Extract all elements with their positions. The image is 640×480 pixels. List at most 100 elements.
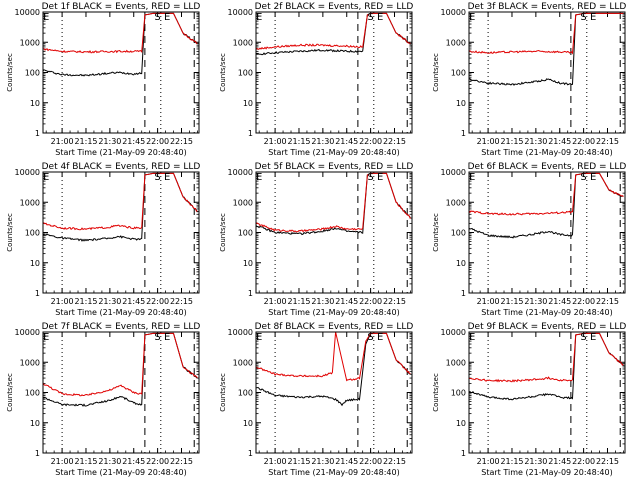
y-tick-label: 1000 — [446, 38, 466, 47]
x-tick-label: 21:45 — [335, 457, 358, 466]
x-tick-label: 21:30 — [524, 297, 547, 306]
y-tick-label: 1 — [35, 129, 40, 138]
y-tick-label: 1000 — [233, 358, 253, 367]
x-tick-label: 21:30 — [311, 137, 334, 146]
y-tick-label: 10000 — [228, 328, 253, 337]
x-axis-label: Start Time (21-May-09 20:48:40) — [55, 468, 186, 477]
y-tick-label: 1000 — [20, 198, 40, 207]
x-tick-label: 21:15 — [74, 297, 97, 306]
x-tick-label: 22:15 — [170, 297, 193, 306]
event-marker-label: S — [367, 12, 373, 23]
chart-panel-4: Det 4f BLACK = Events, RED = LLD Counts/s… — [6, 162, 200, 317]
event-marker-label: E — [469, 12, 475, 23]
y-tick-label: 100 — [451, 229, 466, 238]
y-tick-label: 1 — [35, 449, 40, 458]
x-tick-label: 22:00 — [359, 297, 382, 306]
chart-title: Det 2f BLACK = Events, RED = LLD — [255, 2, 414, 12]
x-tick-label: 21:00 — [51, 457, 74, 466]
event-marker-label: E — [377, 332, 383, 343]
y-tick-label: 1000 — [20, 358, 40, 367]
x-axis-label: Start Time (21-May-09 20:48:40) — [268, 468, 399, 477]
plot-frame — [468, 11, 626, 134]
x-tick-label: 21:45 — [335, 297, 358, 306]
x-tick-label: 21:30 — [98, 457, 121, 466]
x-tick-label: 21:00 — [51, 137, 74, 146]
y-axis-label: Counts/sec — [219, 53, 227, 92]
chart-panel-2: Det 2f BLACK = Events, RED = LLD Counts/s… — [219, 2, 413, 157]
y-tick-label: 100 — [25, 229, 40, 238]
chart-panel-1: Det 1f BLACK = Events, RED = LLD Counts/s… — [6, 2, 200, 157]
event-marker-label: S — [580, 332, 586, 343]
chart-panel-6: Det 6f BLACK = Events, RED = LLD Counts/s… — [432, 162, 626, 317]
series-line-lld — [42, 172, 198, 231]
x-tick-label: 21:00 — [51, 297, 74, 306]
x-tick-label: 21:30 — [311, 297, 334, 306]
series-line-events — [255, 172, 411, 236]
x-tick-label: 22:15 — [596, 457, 619, 466]
y-tick-label: 1 — [461, 449, 466, 458]
y-tick-label: 10 — [456, 419, 466, 428]
series-line-lld — [42, 332, 198, 397]
x-tick-label: 22:00 — [572, 137, 595, 146]
event-marker-label: S — [154, 332, 160, 343]
x-tick-label: 22:15 — [170, 137, 193, 146]
plot-frame — [255, 331, 413, 454]
x-tick-label: 21:30 — [524, 457, 547, 466]
event-marker-label: E — [164, 332, 170, 343]
x-tick-label: 21:00 — [264, 137, 287, 146]
x-axis-label: Start Time (21-May-09 20:48:40) — [268, 308, 399, 317]
event-marker-label: E — [590, 332, 596, 343]
y-tick-label: 10000 — [441, 8, 466, 17]
y-tick-label: 100 — [451, 389, 466, 398]
x-tick-label: 21:45 — [335, 137, 358, 146]
y-axis-label: Counts/sec — [432, 53, 440, 92]
series-line-events — [468, 172, 624, 239]
x-tick-label: 21:15 — [500, 457, 523, 466]
y-tick-label: 10000 — [441, 328, 466, 337]
x-tick-label: 22:00 — [359, 137, 382, 146]
y-tick-label: 1000 — [20, 38, 40, 47]
event-marker-label: E — [469, 332, 475, 343]
series-line-events — [42, 172, 198, 242]
plot-frame — [468, 171, 626, 294]
chart-panel-9: Det 9f BLACK = Events, RED = LLD Counts/s… — [432, 322, 626, 477]
y-tick-label: 1000 — [233, 198, 253, 207]
x-tick-label: 22:15 — [383, 297, 406, 306]
x-axis-label: Start Time (21-May-09 20:48:40) — [55, 308, 186, 317]
x-axis-label: Start Time (21-May-09 20:48:40) — [481, 148, 612, 157]
x-tick-label: 22:15 — [383, 457, 406, 466]
plot-frame — [468, 331, 626, 454]
x-tick-label: 22:15 — [170, 457, 193, 466]
chart-title: Det 4f BLACK = Events, RED = LLD — [42, 162, 201, 172]
y-tick-label: 100 — [238, 69, 253, 78]
y-tick-label: 1 — [248, 129, 253, 138]
y-axis-label: Counts/sec — [432, 213, 440, 252]
event-marker-label: S — [580, 172, 586, 183]
x-tick-label: 22:00 — [359, 457, 382, 466]
series-line-events — [42, 12, 198, 77]
event-marker-label: E — [256, 12, 262, 23]
y-tick-label: 1 — [461, 289, 466, 298]
x-tick-label: 21:00 — [477, 297, 500, 306]
x-axis-label: Start Time (21-May-09 20:48:40) — [268, 148, 399, 157]
y-axis-label: Counts/sec — [6, 53, 14, 92]
series-line-lld — [255, 12, 411, 50]
x-tick-label: 21:00 — [264, 297, 287, 306]
x-tick-label: 21:15 — [287, 137, 310, 146]
y-tick-label: 1000 — [233, 38, 253, 47]
plot-frame — [255, 171, 413, 294]
y-axis-label: Counts/sec — [6, 213, 14, 252]
event-marker-label: E — [43, 12, 49, 23]
x-tick-label: 21:30 — [98, 297, 121, 306]
y-axis-label: Counts/sec — [219, 373, 227, 412]
y-tick-label: 100 — [238, 389, 253, 398]
series-line-events — [468, 332, 624, 401]
x-tick-label: 21:15 — [287, 457, 310, 466]
y-tick-label: 10000 — [15, 8, 40, 17]
y-tick-label: 100 — [25, 389, 40, 398]
event-marker-label: E — [164, 172, 170, 183]
chart-title: Det 5f BLACK = Events, RED = LLD — [255, 162, 414, 172]
series-line-lld — [468, 172, 624, 216]
y-tick-label: 1 — [248, 449, 253, 458]
